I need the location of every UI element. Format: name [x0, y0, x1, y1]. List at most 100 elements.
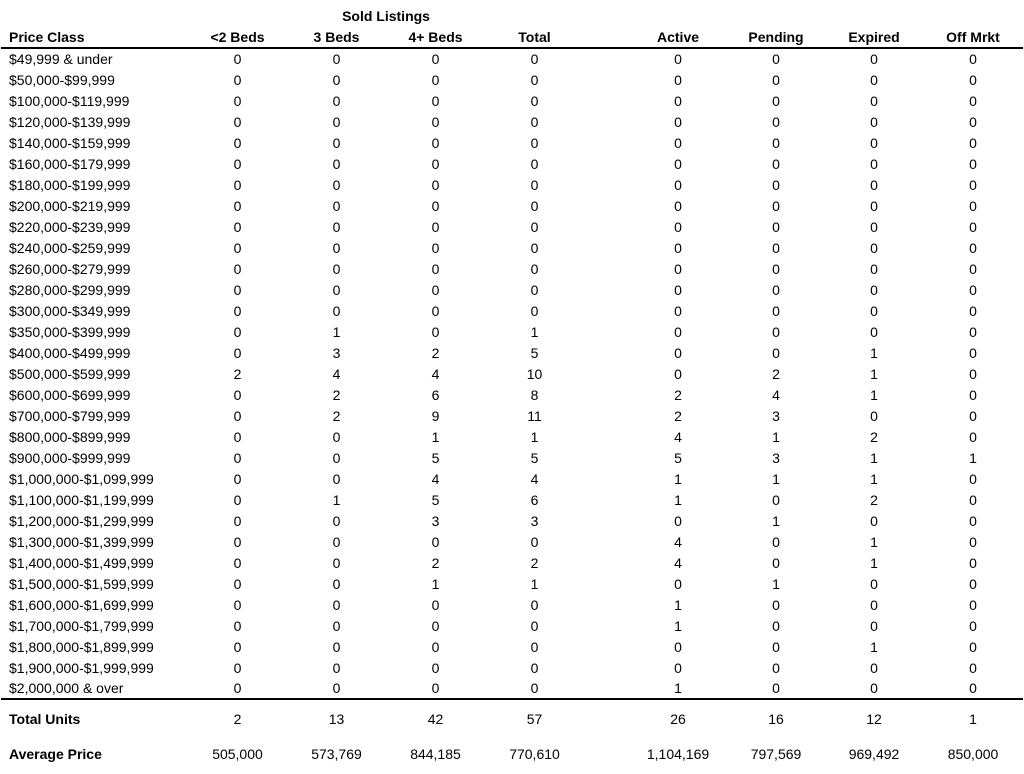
value-cell: 1 — [870, 449, 878, 466]
value-cell: 0 — [233, 51, 242, 67]
value-cell: 0 — [233, 659, 242, 676]
value-cell: 0 — [969, 554, 977, 571]
col-header-lt2-beds: <2 Beds — [188, 26, 287, 49]
col-header-3-beds: 3 Beds — [287, 26, 386, 49]
column-gap — [584, 468, 629, 489]
table-row: $280,000-$299,999 0 0 0 0 0 0 0 0 — [1, 279, 1023, 300]
value-cell: 4 — [674, 533, 682, 550]
value-cell: 0 — [431, 617, 440, 634]
price-class-cell: $1,700,000-$1,799,999 — [9, 617, 154, 634]
total-units-row: Total Units 2 13 42 57 26 16 12 1 — [1, 699, 1023, 735]
value-cell: 0 — [674, 323, 682, 340]
column-gap — [584, 26, 630, 49]
column-gap — [584, 363, 629, 384]
value-cell: 0 — [530, 197, 539, 214]
price-class-cell: $800,000-$899,999 — [9, 428, 131, 445]
table-row: $160,000-$179,999 0 0 0 0 0 0 0 0 — [1, 153, 1023, 174]
value-cell: 1 — [431, 428, 440, 445]
value-cell: 0 — [870, 71, 878, 88]
table-row: $1,200,000-$1,299,999 0 0 3 3 0 1 0 0 — [1, 510, 1023, 531]
column-gap — [584, 573, 629, 594]
value-cell: 0 — [772, 260, 780, 277]
table-row: $240,000-$259,999 0 0 0 0 0 0 0 0 — [1, 237, 1023, 258]
value-cell: 0 — [674, 134, 682, 151]
value-cell: 4 — [674, 428, 682, 445]
col-header-total: Total — [485, 26, 585, 49]
table-row: $50,000-$99,999 0 0 0 0 0 0 0 0 — [1, 69, 1023, 90]
value-cell: 0 — [870, 197, 878, 214]
value-cell: 5 — [530, 449, 539, 466]
average-price-label: Average Price — [9, 745, 102, 762]
column-gap — [584, 615, 629, 636]
price-class-cell: $1,500,000-$1,599,999 — [9, 575, 154, 592]
value-cell: 10 — [526, 365, 543, 382]
col-header-4plus-beds: 4+ Beds — [386, 26, 485, 49]
value-cell: 0 — [870, 281, 878, 298]
value-cell: 0 — [530, 260, 539, 277]
value-cell: 0 — [332, 533, 341, 550]
value-cell: 0 — [332, 428, 341, 445]
column-gap — [584, 405, 629, 426]
value-cell: 0 — [969, 302, 977, 319]
col-header-price-class: Price Class — [1, 26, 188, 49]
column-gap — [584, 48, 629, 69]
value-cell: 0 — [969, 407, 977, 424]
column-gap — [584, 447, 629, 468]
table-row: $1,300,000-$1,399,999 0 0 0 0 4 0 1 0 — [1, 531, 1023, 552]
value-cell: 0 — [870, 176, 878, 193]
value-cell: 0 — [332, 51, 341, 67]
column-header-row: Price Class <2 Beds 3 Beds 4+ Beds Total… — [1, 26, 1024, 49]
value-cell: 0 — [772, 239, 780, 256]
value-cell: 3 — [332, 344, 341, 361]
value-cell: 1 — [332, 323, 341, 340]
column-gap — [584, 342, 629, 363]
value-cell: 0 — [233, 617, 242, 634]
value-cell: 0 — [431, 596, 440, 613]
value-cell: 3 — [431, 512, 440, 529]
value-cell: 0 — [969, 113, 977, 130]
column-gap — [584, 258, 629, 279]
value-cell: 0 — [870, 134, 878, 151]
table-row: $500,000-$599,999 2 4 4 10 0 2 1 0 — [1, 363, 1023, 384]
value-cell: 0 — [332, 596, 341, 613]
total-units-off-mrkt: 1 — [969, 710, 977, 727]
value-cell: 0 — [969, 491, 977, 508]
value-cell: 0 — [870, 512, 878, 529]
table-row: $1,400,000-$1,499,999 0 0 2 2 4 0 1 0 — [1, 552, 1023, 573]
average-price-total: 770,610 — [509, 745, 560, 762]
value-cell: 0 — [772, 323, 780, 340]
value-cell: 0 — [969, 386, 977, 403]
value-cell: 0 — [431, 260, 440, 277]
value-cell: 0 — [233, 302, 242, 319]
value-cell: 0 — [969, 155, 977, 172]
value-cell: 0 — [772, 51, 780, 67]
value-cell: 0 — [969, 470, 977, 487]
value-cell: 0 — [969, 659, 977, 676]
value-cell: 0 — [332, 92, 341, 109]
value-cell: 0 — [772, 197, 780, 214]
total-units-active: 26 — [670, 710, 686, 727]
column-gap — [584, 735, 629, 768]
value-cell: 0 — [969, 575, 977, 592]
value-cell: 0 — [386, 678, 485, 700]
value-cell: 2 — [530, 554, 539, 571]
price-class-cell: $200,000-$219,999 — [9, 197, 131, 214]
value-cell: 0 — [332, 470, 341, 487]
value-cell: 0 — [431, 155, 440, 172]
value-cell: 0 — [233, 323, 242, 340]
value-cell: 0 — [530, 113, 539, 130]
total-units-total: 57 — [526, 710, 543, 727]
value-cell: 0 — [969, 176, 977, 193]
value-cell: 0 — [825, 678, 924, 700]
value-cell: 0 — [772, 113, 780, 130]
price-class-cell: $1,600,000-$1,699,999 — [9, 596, 154, 613]
value-cell: 0 — [431, 323, 440, 340]
value-cell: 0 — [233, 596, 242, 613]
column-gap — [584, 237, 629, 258]
column-gap — [584, 90, 629, 111]
price-class-cell: $1,100,000-$1,199,999 — [9, 491, 154, 508]
value-cell: 0 — [431, 533, 440, 550]
value-cell: 0 — [233, 134, 242, 151]
value-cell: 0 — [870, 239, 878, 256]
value-cell: 0 — [332, 449, 341, 466]
